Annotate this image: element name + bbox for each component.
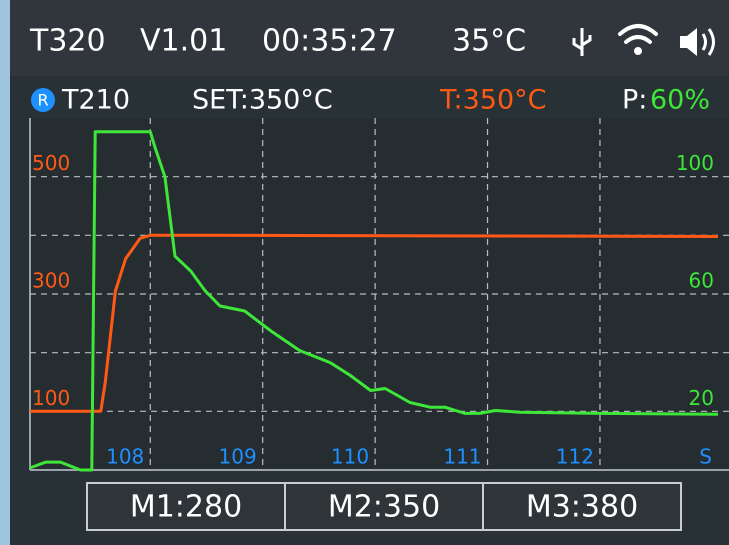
y2-tick-label: 100 bbox=[676, 151, 714, 175]
series-line bbox=[30, 233, 719, 413]
preset-button[interactable] bbox=[284, 482, 484, 531]
plot-area bbox=[30, 118, 729, 470]
ambient-temp: 35°C bbox=[452, 24, 526, 59]
series-line bbox=[29, 130, 719, 472]
status-bar bbox=[10, 0, 729, 76]
usb-icon bbox=[572, 28, 592, 56]
x-tick-label: 109 bbox=[219, 445, 257, 469]
preset-button[interactable] bbox=[482, 482, 682, 531]
y2-tick-label: 20 bbox=[689, 386, 714, 410]
set-temp: SET:350°C bbox=[192, 85, 333, 116]
speaker-icon bbox=[680, 28, 715, 56]
preset-bar: M1:280 M2:350 M3:380 bbox=[86, 482, 682, 531]
y-tick-label: 300 bbox=[32, 269, 70, 293]
preset-label[interactable]: M1:280 bbox=[130, 490, 242, 525]
power-label: P: bbox=[622, 85, 647, 116]
x-tick-label: 110 bbox=[331, 445, 369, 469]
tool-name: T210 bbox=[61, 85, 130, 116]
x-tick-label: 112 bbox=[556, 445, 594, 469]
tip-temp: T:350°C bbox=[439, 85, 547, 116]
y2-tick-label: 60 bbox=[689, 269, 714, 293]
clock: 00:35:27 bbox=[262, 24, 397, 59]
wifi-icon bbox=[618, 24, 658, 55]
power-value: 60% bbox=[650, 85, 710, 116]
x-tick-label: 111 bbox=[443, 445, 481, 469]
preset-label[interactable]: M3:380 bbox=[526, 490, 638, 525]
badge-letter: R bbox=[37, 91, 48, 110]
y-tick-label: 500 bbox=[32, 151, 70, 175]
y-tick-label: 100 bbox=[32, 386, 70, 410]
x-tick-label: 108 bbox=[106, 445, 144, 469]
preset-label[interactable]: M2:350 bbox=[328, 490, 440, 525]
tool-badge bbox=[31, 88, 55, 112]
model: T320 bbox=[29, 24, 106, 59]
x-unit: S bbox=[699, 445, 712, 469]
version: V1.01 bbox=[140, 24, 227, 59]
